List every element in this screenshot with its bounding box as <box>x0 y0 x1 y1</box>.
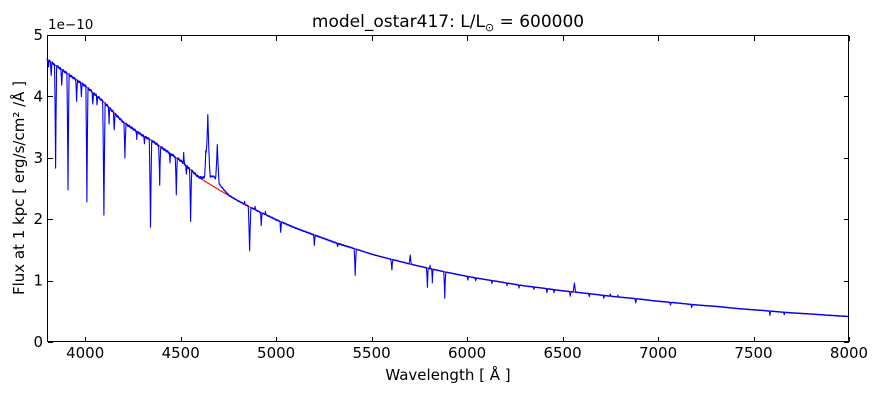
chart-title-main: model_ostar417: L/L <box>312 12 486 32</box>
x-axis-tick-label: 8000 <box>830 344 868 362</box>
y-axis-tick-label: 5 <box>33 26 43 44</box>
spectrum-line <box>46 58 850 318</box>
x-axis-tick-label: 7000 <box>639 344 677 362</box>
plot-area <box>47 35 849 342</box>
x-axis-label: Wavelength [ Å ] <box>385 365 510 384</box>
sun-symbol: ⊙ <box>485 21 494 34</box>
y-axis-tick-label: 0 <box>33 333 43 351</box>
y-axis-label: Flux at 1 kpc [ erg/s/cm² /Å ] <box>9 81 28 295</box>
x-axis-tick-label: 5000 <box>257 344 295 362</box>
chart-title-rest: = 600000 <box>494 12 584 32</box>
y-axis-tick-label: 4 <box>33 87 43 105</box>
x-axis-tick-label: 6500 <box>543 344 581 362</box>
x-axis-tick-label: 4000 <box>66 344 104 362</box>
chart-title: model_ostar417: L/L⊙ = 600000 <box>312 12 584 34</box>
axis-ticks <box>48 35 850 343</box>
y-axis-offset-label: 1e−10 <box>48 17 93 33</box>
y-axis-tick-label: 2 <box>33 210 43 228</box>
y-axis-tick-label: 3 <box>33 149 43 167</box>
x-axis-tick-label: 5500 <box>353 344 391 362</box>
y-axis-tick-label: 1 <box>33 272 43 290</box>
x-axis-tick-label: 4500 <box>162 344 200 362</box>
axis-tick-labels: 4000 4500 5000 5500 6000 6500 7000 7500 8000 0 1 2 3… <box>33 26 868 362</box>
x-axis-tick-label: 7500 <box>734 344 772 362</box>
x-axis-tick-label: 6000 <box>448 344 486 362</box>
